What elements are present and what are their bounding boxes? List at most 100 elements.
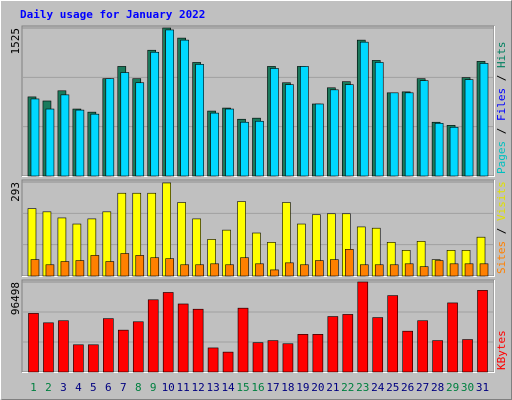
x-tick-label: 11 [177,381,190,394]
x-tick-label: 27 [416,381,429,394]
legend-separator: / [495,121,508,141]
bar [225,264,234,277]
x-tick-label: 30 [461,381,474,394]
bar [330,89,339,177]
bar [75,260,85,277]
x-tick-label: 18 [281,381,294,394]
bar [330,259,339,277]
bar [105,78,115,177]
bar [372,317,384,373]
bar [177,303,189,373]
bar [477,290,488,373]
bar [207,347,219,373]
bar [120,72,130,177]
y-tick-label: 96498 [9,282,22,315]
bar [285,84,294,177]
bar [464,79,474,177]
bar [73,344,84,373]
bar [103,318,114,373]
bar [135,82,145,177]
bar [195,264,204,277]
bar [417,320,428,373]
bar [270,68,279,177]
x-tick-label: 13 [206,381,219,394]
x-tick-label: 21 [326,381,339,394]
bar [117,329,129,373]
bar [432,340,443,373]
bar [90,255,100,277]
bar [479,63,489,177]
x-tick-label: 6 [105,381,112,394]
bar [240,121,249,177]
bar [282,343,294,373]
bar [225,108,234,177]
bar [462,339,473,373]
bar [192,308,204,373]
bar [359,41,369,177]
bar [447,302,458,373]
bar [120,253,130,277]
bar [434,123,444,177]
x-tick-label: 17 [266,381,279,394]
bar [327,316,339,373]
bar [90,113,100,177]
bar [252,342,264,373]
panel-highlight [22,26,495,177]
bar [359,264,369,277]
bar [479,263,489,277]
bar [449,126,459,177]
bar [297,334,309,373]
bar [180,264,189,277]
y-tick-label: 293 [9,182,22,202]
bar [389,92,399,177]
x-tick-label: 16 [251,381,264,394]
bar [45,108,55,177]
bar [45,264,55,277]
legend-separator: / [495,68,508,88]
bar [30,259,40,277]
legend-entry: Pages [495,141,508,174]
bar [419,266,429,277]
bar [312,334,324,373]
bar [267,340,279,373]
bar [300,264,309,277]
bar [210,112,219,177]
bar [150,51,160,177]
bar [404,92,414,177]
bar [60,94,70,177]
x-tick-label: 31 [476,381,489,394]
x-tick-label: 20 [311,381,324,394]
legend: Pages / Files / Hits [495,42,508,175]
bar [449,263,459,277]
bar [58,320,69,373]
x-tick-label: 7 [120,381,127,394]
bar [315,103,324,177]
bar [315,260,324,277]
legend-entry: Hits [495,42,508,69]
x-tick-label: 23 [356,381,369,394]
bar [402,330,413,373]
legend-entry: Visits [495,181,508,221]
x-tick-label: 4 [75,381,82,394]
bar [210,263,219,277]
x-tick-label: 22 [341,381,354,394]
bar [374,264,384,277]
bar [30,98,40,177]
x-tick-label: 28 [431,381,444,394]
x-tick-label: 10 [162,381,175,394]
x-tick-label: 2 [45,381,52,394]
x-tick-label: 12 [192,381,205,394]
legend: KBytes [495,330,508,370]
bar [135,255,145,277]
bar [222,351,234,373]
x-tick-label: 25 [386,381,399,394]
panel-highlight [22,180,495,277]
bar [105,261,115,277]
bar [342,314,354,373]
legend-separator: / [495,221,508,241]
bar [389,264,399,277]
bar [88,344,99,373]
bar [240,257,249,277]
